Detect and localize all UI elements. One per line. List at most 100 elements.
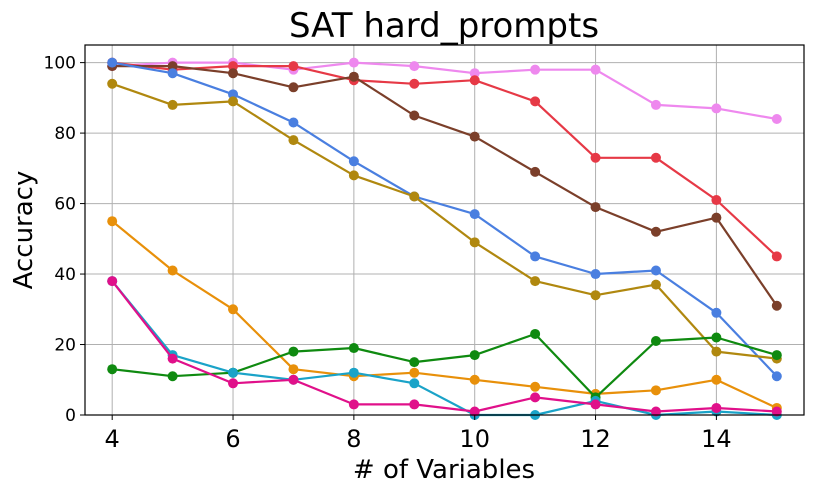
data-point	[469, 350, 480, 361]
series-5	[107, 78, 782, 364]
x-tick-label: 10	[459, 425, 490, 453]
series-line	[112, 332, 778, 399]
data-point	[228, 367, 239, 378]
data-point	[469, 209, 480, 220]
x-axis-label: # of Variables	[353, 455, 535, 485]
data-point	[530, 276, 541, 287]
data-point	[711, 103, 722, 114]
data-point	[348, 343, 359, 354]
data-point	[530, 64, 541, 75]
data-point	[650, 265, 661, 276]
y-tick-label: 60	[54, 195, 76, 215]
data-point	[711, 402, 722, 413]
data-point	[288, 135, 299, 146]
data-point	[469, 131, 480, 142]
series-6	[107, 216, 782, 413]
data-point	[469, 68, 480, 79]
data-point	[590, 152, 601, 163]
data-point	[228, 68, 239, 79]
data-point	[107, 276, 118, 287]
data-point	[167, 353, 178, 364]
data-point	[711, 332, 722, 343]
series-4	[107, 57, 782, 382]
data-point	[711, 307, 722, 318]
series-3	[107, 61, 782, 311]
data-point	[348, 367, 359, 378]
data-point	[409, 110, 420, 121]
data-point	[711, 212, 722, 223]
data-point	[288, 374, 299, 385]
series-line	[112, 61, 778, 377]
data-point	[288, 364, 299, 375]
data-point	[590, 399, 601, 410]
series-line	[112, 61, 778, 258]
data-point	[348, 57, 359, 68]
data-point	[348, 156, 359, 167]
data-point	[590, 269, 601, 280]
data-point	[107, 364, 118, 375]
data-point	[650, 99, 661, 110]
data-point	[167, 99, 178, 110]
data-point	[650, 406, 661, 417]
data-point	[771, 406, 782, 417]
x-tick-label: 4	[105, 425, 120, 453]
data-point	[650, 279, 661, 290]
data-point	[288, 82, 299, 93]
x-tick-label: 14	[701, 425, 732, 453]
data-point	[167, 68, 178, 79]
data-point	[348, 399, 359, 410]
y-tick-label: 100	[44, 54, 76, 74]
data-point	[771, 371, 782, 382]
data-point	[530, 251, 541, 262]
data-point	[167, 371, 178, 382]
series-8	[107, 276, 782, 420]
data-point	[469, 406, 480, 417]
data-point	[530, 96, 541, 107]
data-point	[409, 78, 420, 89]
series-line	[111, 280, 777, 413]
data-point	[228, 304, 239, 315]
data-point	[711, 195, 722, 206]
data-point	[107, 57, 118, 68]
plot-frame	[84, 44, 805, 416]
data-point	[711, 374, 722, 385]
data-point	[590, 64, 601, 75]
data-point	[288, 117, 299, 128]
data-point	[469, 75, 480, 86]
y-tick-label: 20	[54, 336, 76, 356]
data-point	[409, 191, 420, 202]
data-point	[530, 166, 541, 177]
data-point	[348, 170, 359, 181]
data-point	[288, 61, 299, 72]
data-point	[590, 290, 601, 301]
data-point	[409, 367, 420, 378]
x-tick-label: 12	[580, 425, 611, 453]
tick-labels: 4 6 8 10 12 14 0 20 40 60 80 100	[44, 54, 732, 453]
data-point	[771, 114, 782, 124]
series-7	[107, 328, 782, 403]
data-point	[650, 385, 661, 396]
data-point	[650, 336, 661, 346]
data-point	[167, 265, 178, 276]
data-point	[771, 251, 782, 262]
data-point	[107, 216, 118, 227]
y-tick-label: 80	[54, 124, 76, 144]
series-2	[107, 57, 782, 262]
data-point	[409, 357, 420, 368]
chart-title: SAT hard_prompts	[289, 6, 599, 46]
series-line	[111, 280, 777, 417]
series-line	[112, 64, 778, 307]
data-point	[650, 152, 661, 163]
data-point	[650, 226, 661, 237]
series-line	[111, 82, 777, 360]
x-tick-label: 8	[346, 425, 361, 453]
data-point	[107, 78, 118, 89]
data-point	[409, 399, 420, 410]
data-point	[530, 392, 541, 403]
series-9	[107, 276, 782, 417]
data-point	[228, 89, 239, 100]
data-point	[167, 61, 178, 72]
data-point	[409, 378, 420, 389]
series-group	[107, 57, 782, 420]
